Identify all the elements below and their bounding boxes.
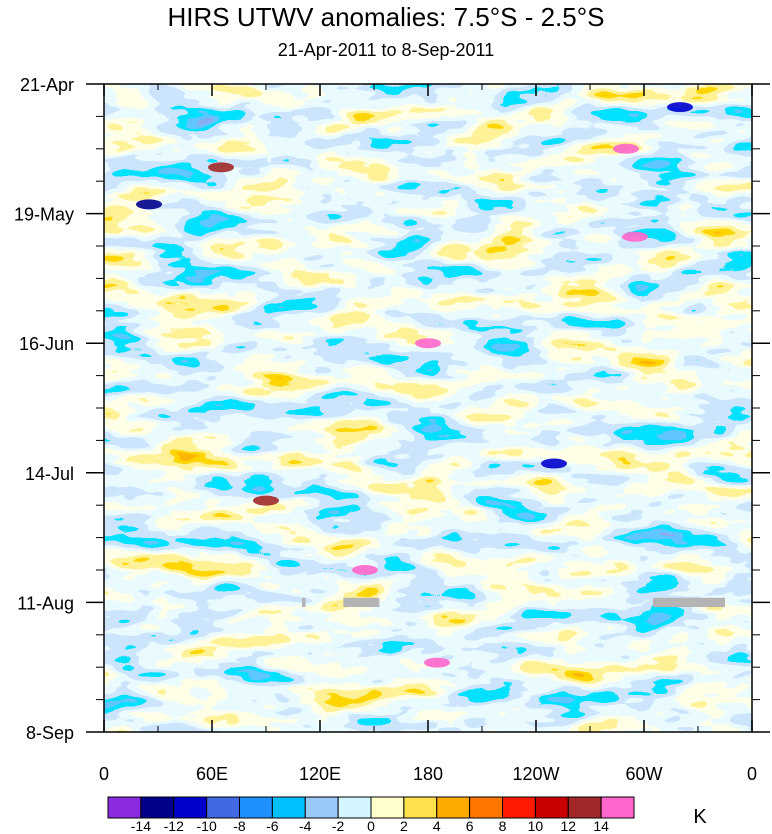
y-tick-label: 19-May	[14, 205, 74, 225]
colorbar-swatch	[469, 796, 503, 819]
x-tick-label: 60W	[625, 764, 662, 784]
x-axis-labels: 0 60E 120E 180 120W 60W 0	[99, 764, 757, 784]
anomaly-cell	[136, 199, 162, 210]
colorbar-label: 10	[528, 818, 544, 834]
anomaly-features	[136, 102, 693, 668]
anomaly-cell	[352, 565, 378, 575]
colorbar-label: 4	[433, 818, 441, 834]
colorbar-units: K	[693, 806, 707, 828]
anomaly-cell	[622, 231, 648, 242]
x-tick-label: 0	[747, 764, 757, 784]
x-tick-label: 180	[413, 764, 443, 784]
anomaly-cell	[208, 162, 234, 173]
missing-data-bar	[302, 597, 306, 608]
colorbar-swatch	[337, 796, 372, 819]
missing-data-bar	[343, 597, 380, 608]
colorbar-swatch	[206, 796, 240, 819]
colorbar-swatch	[107, 796, 142, 819]
colorbar-label: -8	[233, 818, 246, 834]
y-tick-label: 8-Sep	[26, 723, 74, 743]
missing-data	[302, 597, 725, 608]
colorbar-swatch	[370, 796, 405, 819]
y-tick-label: 21-Apr	[20, 75, 74, 95]
y-tick-label: 16-Jun	[19, 334, 74, 354]
colorbar-swatch	[534, 796, 569, 819]
chart-subtitle: 21-Apr-2011 to 8-Sep-2011	[277, 40, 495, 60]
chart-title: HIRS UTWV anomalies: 7.5°S - 2.5°S	[167, 2, 605, 32]
anomaly-cell	[253, 495, 279, 506]
colorbar-labels: -14 -12 -10 -8 -6 -4 -2 0 2 4 6 8 10 12 14	[131, 818, 609, 834]
colorbar-swatch	[502, 796, 536, 819]
colorbar	[107, 796, 635, 819]
colorbar-swatch	[304, 796, 339, 819]
x-tick-label: 120W	[512, 764, 559, 784]
x-tick-label: 60E	[196, 764, 228, 784]
colorbar-label: -6	[266, 818, 279, 834]
axis-ticks	[86, 83, 770, 733]
colorbar-swatch	[436, 796, 471, 819]
colorbar-label: -10	[197, 818, 217, 834]
missing-data-bar	[653, 597, 725, 608]
colorbar-label: 0	[367, 818, 375, 834]
y-tick-label: 11-Aug	[17, 593, 74, 613]
anomaly-cell	[613, 143, 639, 154]
plot-area	[104, 84, 752, 732]
x-tick-label: 0	[99, 764, 109, 784]
colorbar-label: 6	[466, 818, 474, 834]
anomaly-cell	[541, 458, 567, 469]
colorbar-swatch	[600, 796, 635, 819]
y-tick-label: 14-Jul	[25, 464, 74, 484]
colorbar-swatch	[173, 796, 208, 819]
colorbar-swatch	[140, 796, 175, 819]
colorbar-swatch	[271, 796, 306, 819]
anomaly-cell	[424, 657, 450, 668]
x-tick-label: 120E	[299, 764, 341, 784]
colorbar-swatch	[239, 796, 273, 819]
colorbar-label: 14	[593, 818, 609, 834]
colorbar-label: -14	[131, 818, 151, 834]
colorbar-label: 8	[499, 818, 507, 834]
colorbar-swatch	[403, 796, 438, 819]
anomaly-cell	[415, 338, 441, 349]
colorbar-label: -4	[299, 818, 312, 834]
anomaly-cell	[667, 102, 693, 113]
colorbar-label: 2	[400, 818, 408, 834]
anomaly-field	[104, 84, 752, 732]
colorbar-swatch	[567, 796, 602, 819]
colorbar-label: 12	[560, 818, 576, 834]
y-axis-labels: 21-Apr 19-May 16-Jun 14-Jul 11-Aug 8-Sep	[14, 75, 74, 743]
colorbar-label: -12	[164, 818, 184, 834]
colorbar-label: -2	[332, 818, 345, 834]
